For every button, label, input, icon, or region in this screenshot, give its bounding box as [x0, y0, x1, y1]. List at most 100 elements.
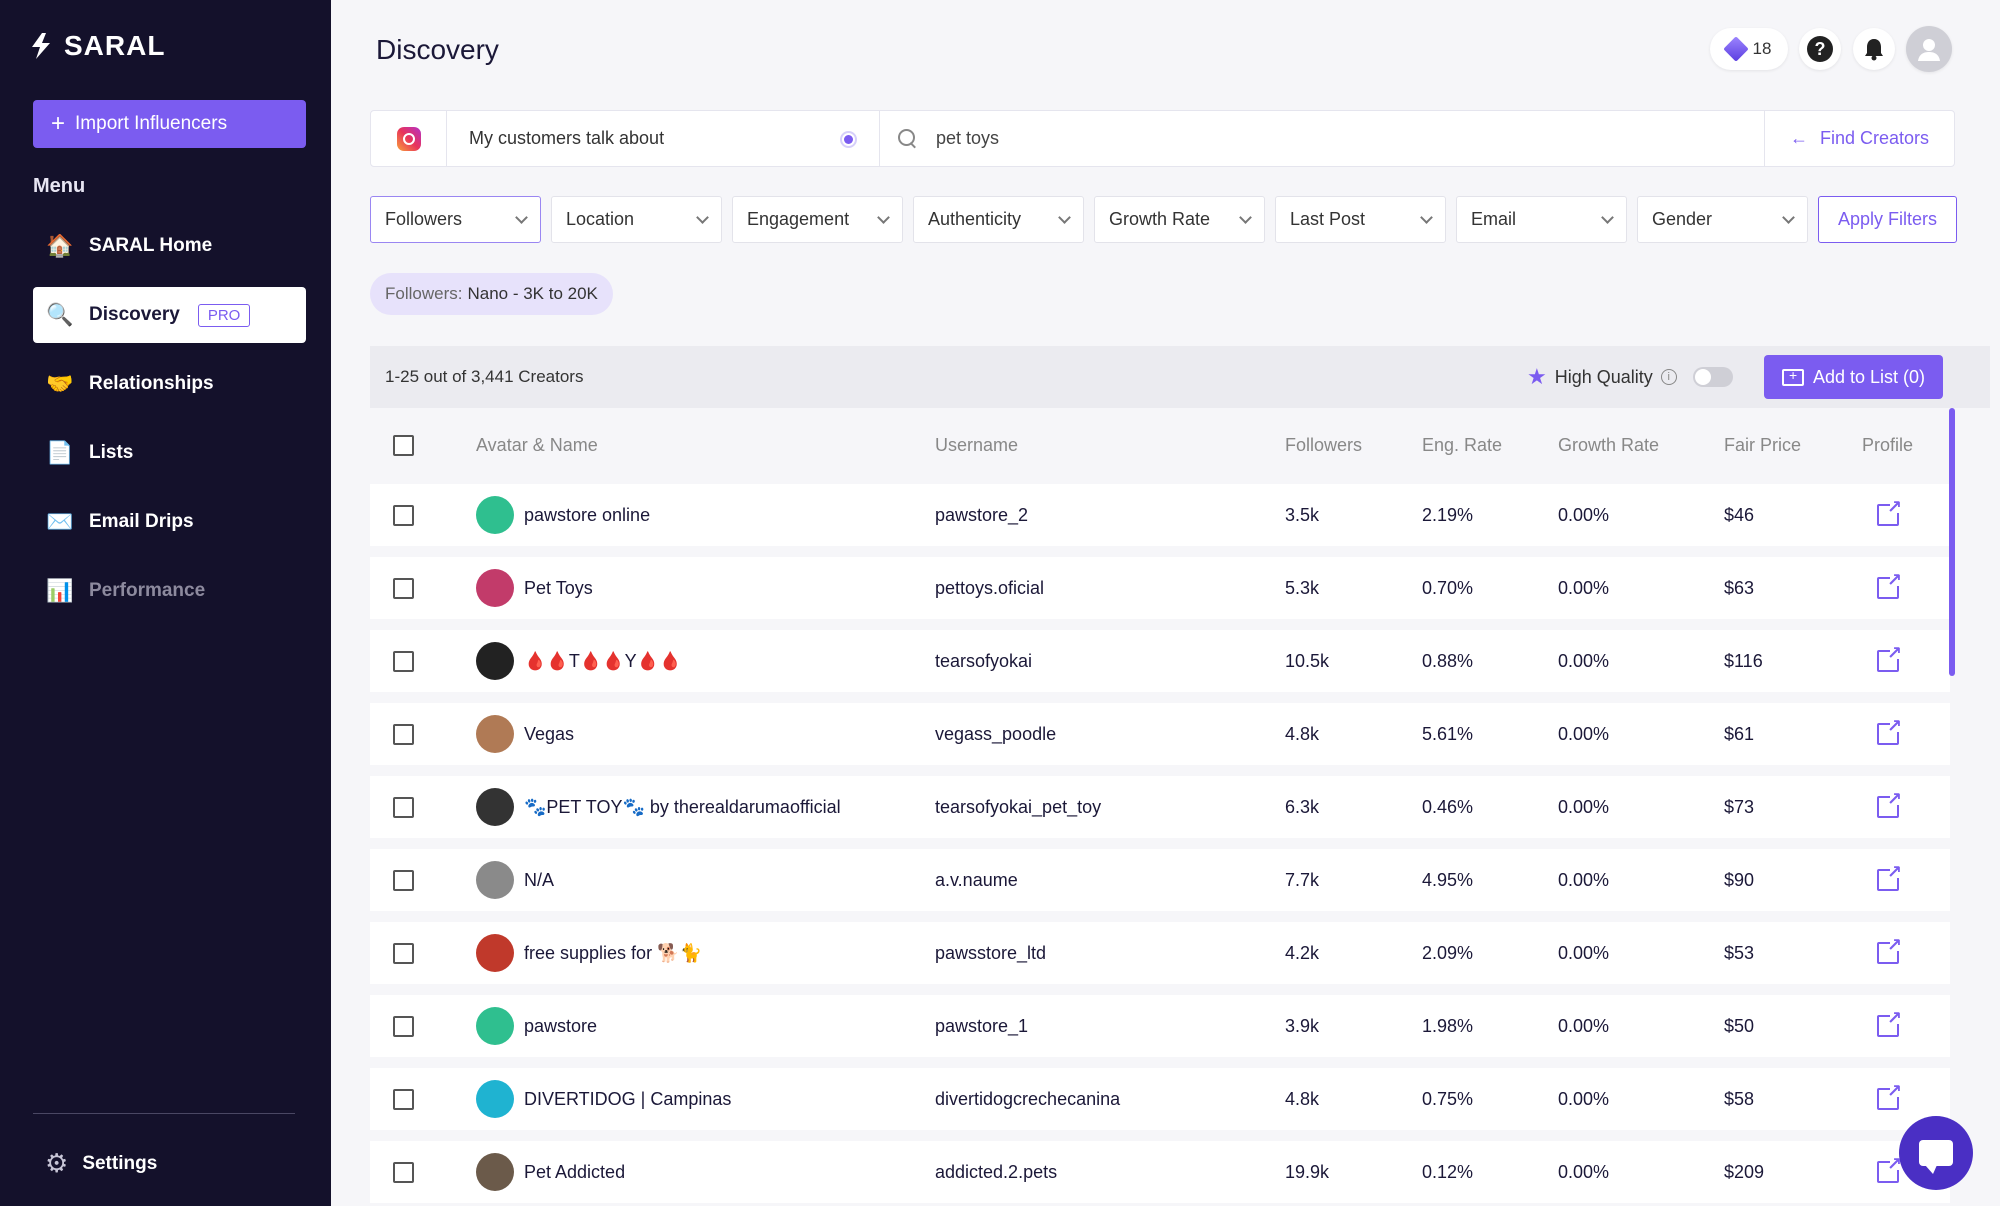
- table-row[interactable]: Pet Addicted addicted.2.pets 19.9k 0.12%…: [370, 1141, 1950, 1203]
- header-eng-rate[interactable]: Eng. Rate: [1422, 434, 1503, 455]
- external-link-icon[interactable]: [1877, 1008, 1902, 1037]
- import-influencers-button[interactable]: + Import Influencers: [33, 100, 306, 148]
- external-link-icon[interactable]: [1877, 570, 1902, 599]
- avatar: [476, 1080, 514, 1118]
- brand-logo[interactable]: SARAL: [28, 28, 165, 64]
- header-growth-rate[interactable]: Growth Rate: [1558, 434, 1660, 455]
- sidebar-item-home[interactable]: 🏠 SARAL Home: [33, 218, 306, 274]
- creator-name: 🩸🩸T🩸🩸Y🩸🩸: [524, 650, 682, 671]
- external-link-icon[interactable]: [1877, 1081, 1902, 1110]
- fair-price-cell: $58: [1724, 1088, 1755, 1109]
- find-creators-button[interactable]: ← Find Creators: [1764, 111, 1954, 166]
- header-fair-price[interactable]: Fair Price: [1724, 434, 1802, 455]
- external-link-icon[interactable]: [1877, 497, 1902, 526]
- avatar: [476, 1007, 514, 1045]
- growth-rate-cell: 0.00%: [1558, 650, 1610, 671]
- search-input[interactable]: pet toys: [880, 111, 1764, 166]
- creator-name: Pet Addicted: [524, 1161, 626, 1182]
- external-link-icon[interactable]: [1877, 1154, 1902, 1183]
- header-username[interactable]: Username: [935, 434, 1019, 455]
- followers-cell: 3.9k: [1285, 1015, 1320, 1036]
- chevron-down-icon: [515, 210, 528, 224]
- row-checkbox[interactable]: [393, 504, 414, 526]
- filter-bar: Followers Location Engagement Authentici…: [370, 196, 1957, 243]
- row-checkbox[interactable]: [393, 723, 414, 745]
- table-row[interactable]: N/A a.v.naume 7.7k 4.95% 0.00% $90: [370, 849, 1950, 911]
- sidebar-item-email-drips[interactable]: ✉️ Email Drips: [33, 494, 306, 550]
- sidebar-item-label: Performance: [89, 580, 206, 601]
- growth-rate-cell: 0.00%: [1558, 723, 1610, 744]
- sidebar-item-discovery[interactable]: 🔍 Discovery PRO: [33, 287, 306, 343]
- table-row[interactable]: pawstore online pawstore_2 3.5k 2.19% 0.…: [370, 484, 1950, 546]
- table-row[interactable]: DIVERTIDOG | Campinas divertidogcrecheca…: [370, 1068, 1950, 1130]
- row-checkbox[interactable]: [393, 650, 414, 672]
- info-icon[interactable]: i: [1660, 369, 1677, 385]
- sidebar-item-performance[interactable]: 📊 Performance: [33, 563, 306, 619]
- filter-last-post[interactable]: Last Post: [1275, 196, 1446, 243]
- header-followers[interactable]: Followers: [1285, 434, 1363, 455]
- filter-location[interactable]: Location: [551, 196, 722, 243]
- user-avatar-button[interactable]: [1906, 26, 1952, 72]
- table-row[interactable]: Vegas vegass_poodle 4.8k 5.61% 0.00% $61: [370, 703, 1950, 765]
- sidebar-item-label: Discovery: [89, 304, 180, 325]
- table-row[interactable]: 🐾PET TOY🐾 by therealdarumaofficial tears…: [370, 776, 1950, 838]
- external-link-icon[interactable]: [1877, 643, 1902, 672]
- followers-cell: 3.5k: [1285, 504, 1320, 525]
- help-button[interactable]: ?: [1799, 28, 1841, 70]
- row-checkbox[interactable]: [393, 1161, 414, 1183]
- row-checkbox[interactable]: [393, 577, 414, 599]
- eng-rate-cell: 1.98%: [1422, 1015, 1474, 1036]
- external-link-icon[interactable]: [1877, 789, 1902, 818]
- add-to-list-button[interactable]: Add to List (0): [1764, 355, 1943, 399]
- add-to-list-label: Add to List (0): [1812, 366, 1926, 387]
- followers-cell: 4.8k: [1285, 723, 1320, 744]
- row-checkbox[interactable]: [393, 796, 414, 818]
- active-filter-chip[interactable]: Followers: Nano - 3K to 20K: [370, 273, 613, 315]
- filter-engagement[interactable]: Engagement: [732, 196, 903, 243]
- sidebar-item-relationships[interactable]: 🤝 Relationships: [33, 356, 306, 412]
- high-quality-toggle[interactable]: [1692, 367, 1733, 387]
- search-mode-selector[interactable]: My customers talk about: [447, 111, 880, 166]
- sidebar-item-lists[interactable]: 📄 Lists: [33, 425, 306, 481]
- growth-rate-cell: 0.00%: [1558, 942, 1610, 963]
- table-header: Avatar & Name Username Followers Eng. Ra…: [370, 410, 1950, 480]
- row-checkbox[interactable]: [393, 1015, 414, 1037]
- sidebar-item-settings[interactable]: ⚙ Settings: [45, 1148, 157, 1179]
- avatar: [476, 788, 514, 826]
- notifications-button[interactable]: [1853, 28, 1895, 70]
- credits-badge[interactable]: 18: [1710, 28, 1788, 70]
- table-row[interactable]: pawstore pawstore_1 3.9k 1.98% 0.00% $50: [370, 995, 1950, 1057]
- username-cell: tearsofyokai: [935, 650, 1033, 671]
- row-checkbox[interactable]: [393, 869, 414, 891]
- table-row[interactable]: Pet Toys pettoys.oficial 5.3k 0.70% 0.00…: [370, 557, 1950, 619]
- credits-count: 18: [1752, 39, 1772, 58]
- creator-cell: N/A: [476, 861, 554, 899]
- external-link-icon[interactable]: [1877, 716, 1902, 745]
- header-avatar-name[interactable]: Avatar & Name: [476, 434, 598, 455]
- chat-bubble-icon: [1919, 1140, 1953, 1174]
- creator-cell: pawstore: [476, 1007, 597, 1045]
- avatar: [476, 496, 514, 534]
- menu-title: Menu: [33, 175, 86, 197]
- table-row[interactable]: 🩸🩸T🩸🩸Y🩸🩸 tearsofyokai 10.5k 0.88% 0.00% …: [370, 630, 1950, 692]
- filter-followers[interactable]: Followers: [370, 196, 541, 243]
- chevron-down-icon: [696, 210, 709, 224]
- row-checkbox[interactable]: [393, 1088, 414, 1110]
- apply-filters-button[interactable]: Apply Filters: [1818, 196, 1957, 243]
- platform-selector[interactable]: [371, 111, 447, 166]
- filter-gender[interactable]: Gender: [1637, 196, 1808, 243]
- external-link-icon[interactable]: [1877, 935, 1902, 964]
- table-row[interactable]: free supplies for 🐕🐈 pawsstore_ltd 4.2k …: [370, 922, 1950, 984]
- filter-growth-rate[interactable]: Growth Rate: [1094, 196, 1265, 243]
- filter-label: Growth Rate: [1109, 209, 1211, 229]
- external-link-icon[interactable]: [1877, 862, 1902, 891]
- scrollbar-thumb[interactable]: [1949, 408, 1955, 676]
- filter-email[interactable]: Email: [1456, 196, 1627, 243]
- fair-price-cell: $46: [1724, 504, 1755, 525]
- gear-icon: ⚙: [45, 1148, 69, 1178]
- filter-authenticity[interactable]: Authenticity: [913, 196, 1084, 243]
- row-checkbox[interactable]: [393, 942, 414, 964]
- chat-widget-button[interactable]: [1899, 1116, 1973, 1190]
- filter-label: Followers: [385, 209, 463, 229]
- select-all-checkbox[interactable]: [393, 434, 414, 456]
